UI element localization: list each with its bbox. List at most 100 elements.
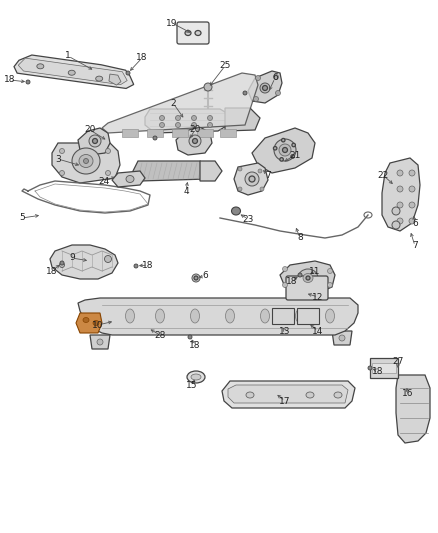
Text: 15: 15 bbox=[186, 381, 198, 390]
Text: 16: 16 bbox=[402, 389, 414, 398]
Ellipse shape bbox=[397, 202, 403, 208]
Text: 18: 18 bbox=[4, 76, 16, 85]
Ellipse shape bbox=[298, 273, 302, 277]
Ellipse shape bbox=[191, 116, 197, 120]
Ellipse shape bbox=[191, 309, 199, 323]
Ellipse shape bbox=[204, 83, 212, 91]
Ellipse shape bbox=[260, 187, 264, 191]
Text: 19: 19 bbox=[166, 19, 178, 28]
Text: 4: 4 bbox=[183, 187, 189, 196]
Ellipse shape bbox=[303, 273, 313, 282]
FancyBboxPatch shape bbox=[297, 308, 319, 324]
Ellipse shape bbox=[274, 139, 296, 161]
Ellipse shape bbox=[60, 149, 64, 154]
Ellipse shape bbox=[397, 218, 403, 224]
Ellipse shape bbox=[283, 282, 287, 287]
Text: 14: 14 bbox=[312, 327, 324, 335]
Text: 6: 6 bbox=[412, 219, 418, 228]
Text: 18: 18 bbox=[372, 367, 384, 376]
Ellipse shape bbox=[194, 276, 198, 280]
Polygon shape bbox=[147, 129, 163, 137]
Ellipse shape bbox=[325, 309, 335, 323]
Polygon shape bbox=[234, 163, 268, 195]
Ellipse shape bbox=[185, 30, 191, 36]
Ellipse shape bbox=[306, 276, 310, 280]
Text: 18: 18 bbox=[46, 266, 58, 276]
Ellipse shape bbox=[134, 264, 138, 268]
Ellipse shape bbox=[89, 135, 101, 147]
Polygon shape bbox=[372, 363, 396, 373]
Ellipse shape bbox=[195, 30, 201, 36]
Text: 6: 6 bbox=[202, 271, 208, 280]
Ellipse shape bbox=[153, 136, 157, 140]
Text: 24: 24 bbox=[99, 176, 110, 185]
Polygon shape bbox=[145, 109, 230, 133]
Ellipse shape bbox=[97, 339, 103, 345]
Ellipse shape bbox=[368, 366, 372, 370]
Text: 7: 7 bbox=[412, 241, 418, 251]
Polygon shape bbox=[382, 158, 420, 231]
Polygon shape bbox=[78, 128, 110, 155]
FancyBboxPatch shape bbox=[272, 308, 294, 324]
Polygon shape bbox=[132, 161, 210, 181]
Ellipse shape bbox=[84, 158, 88, 164]
Ellipse shape bbox=[328, 282, 332, 287]
Ellipse shape bbox=[155, 309, 165, 323]
Ellipse shape bbox=[339, 335, 345, 341]
Ellipse shape bbox=[93, 320, 99, 326]
Ellipse shape bbox=[106, 171, 110, 175]
Ellipse shape bbox=[188, 335, 192, 339]
Ellipse shape bbox=[392, 221, 400, 229]
Text: 9: 9 bbox=[69, 254, 75, 262]
Ellipse shape bbox=[245, 172, 259, 186]
Polygon shape bbox=[109, 74, 121, 85]
Text: 21: 21 bbox=[290, 150, 301, 159]
Polygon shape bbox=[18, 58, 127, 85]
Ellipse shape bbox=[191, 123, 197, 127]
Text: 23: 23 bbox=[242, 214, 254, 223]
Ellipse shape bbox=[126, 309, 134, 323]
Ellipse shape bbox=[208, 116, 212, 120]
Text: 12: 12 bbox=[312, 293, 324, 302]
FancyBboxPatch shape bbox=[286, 276, 328, 300]
Polygon shape bbox=[396, 375, 430, 443]
Polygon shape bbox=[280, 261, 335, 293]
Polygon shape bbox=[78, 298, 358, 335]
Ellipse shape bbox=[246, 392, 254, 398]
Ellipse shape bbox=[397, 186, 403, 192]
Text: 6: 6 bbox=[272, 74, 278, 83]
Ellipse shape bbox=[189, 135, 201, 147]
Polygon shape bbox=[50, 245, 118, 279]
Ellipse shape bbox=[238, 187, 242, 191]
Ellipse shape bbox=[291, 155, 294, 158]
Text: 2: 2 bbox=[170, 99, 176, 108]
Polygon shape bbox=[220, 129, 236, 137]
Ellipse shape bbox=[334, 392, 342, 398]
Ellipse shape bbox=[276, 91, 280, 95]
Ellipse shape bbox=[159, 116, 165, 120]
Ellipse shape bbox=[126, 175, 134, 182]
Ellipse shape bbox=[68, 70, 75, 75]
Ellipse shape bbox=[60, 262, 64, 268]
Ellipse shape bbox=[260, 83, 270, 93]
Text: 22: 22 bbox=[378, 171, 389, 180]
Ellipse shape bbox=[273, 75, 279, 79]
Ellipse shape bbox=[282, 139, 285, 142]
Ellipse shape bbox=[83, 318, 89, 322]
Polygon shape bbox=[200, 161, 222, 181]
Polygon shape bbox=[370, 358, 398, 378]
Ellipse shape bbox=[176, 123, 180, 127]
Text: 1: 1 bbox=[65, 52, 71, 61]
Ellipse shape bbox=[254, 96, 258, 101]
Ellipse shape bbox=[261, 309, 269, 323]
Ellipse shape bbox=[279, 144, 291, 156]
Polygon shape bbox=[112, 171, 145, 187]
Text: 10: 10 bbox=[92, 320, 104, 329]
Ellipse shape bbox=[95, 76, 102, 81]
Text: 28: 28 bbox=[154, 330, 166, 340]
Text: 18: 18 bbox=[189, 341, 201, 350]
Polygon shape bbox=[176, 127, 212, 155]
Ellipse shape bbox=[409, 202, 415, 208]
Text: 18: 18 bbox=[142, 261, 154, 270]
Ellipse shape bbox=[192, 139, 198, 143]
